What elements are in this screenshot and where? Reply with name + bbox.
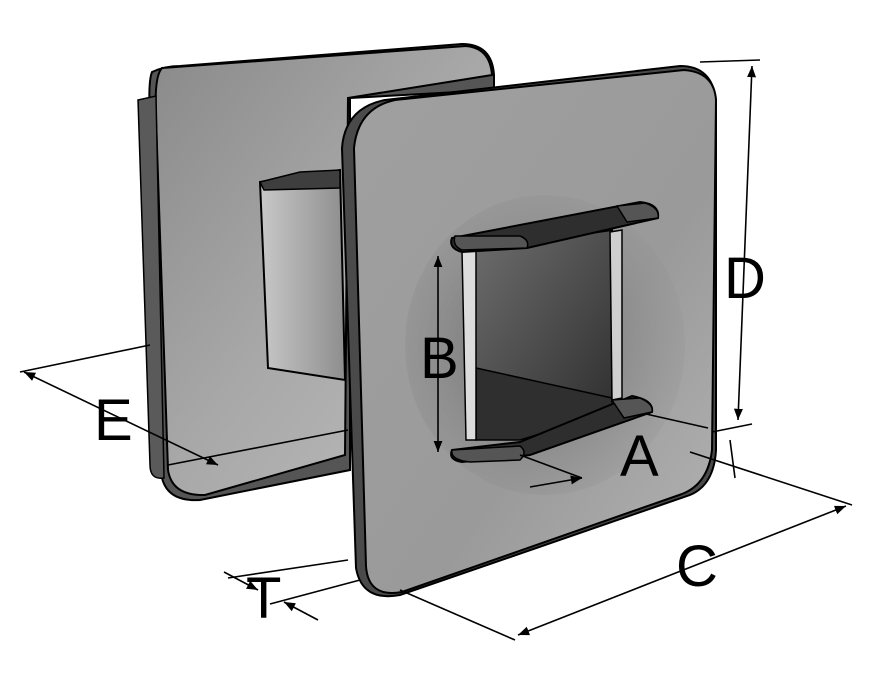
core-tube: [258, 168, 347, 382]
dimension-label-c: C: [676, 534, 718, 599]
dimension-label-a: A: [620, 424, 659, 489]
core-opening: [461, 228, 623, 441]
dimension-lines: [19, 59, 853, 641]
dimension-label-e: E: [94, 388, 133, 453]
top-flange: [450, 200, 660, 254]
dimension-label-d: D: [724, 246, 766, 311]
dimension-label-t: T: [246, 566, 281, 631]
bottom-flange: [450, 394, 654, 464]
dimension-label-b: B: [420, 326, 459, 391]
